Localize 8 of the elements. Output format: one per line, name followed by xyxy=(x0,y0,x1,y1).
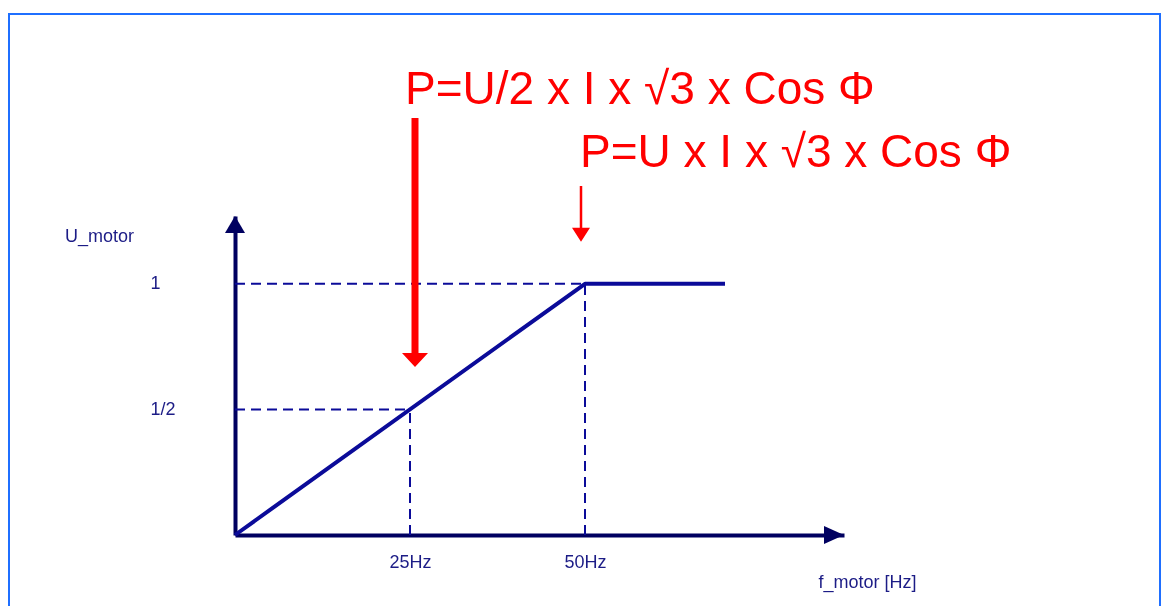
x-tick-label: 50Hz xyxy=(564,551,607,572)
y-axis-title: U_motor xyxy=(64,225,135,247)
y-tick-label: 1 xyxy=(150,273,161,294)
x-tick-label: 25Hz xyxy=(389,551,432,572)
x-axis-title: f_motor [Hz] xyxy=(818,571,917,593)
y-tick-label: 1/2 xyxy=(150,398,176,419)
text: P=U/2 x I x √3 x Cos Φ xyxy=(405,62,875,114)
annotation: P=U x I x √3 x Cos Φ xyxy=(580,125,1012,177)
